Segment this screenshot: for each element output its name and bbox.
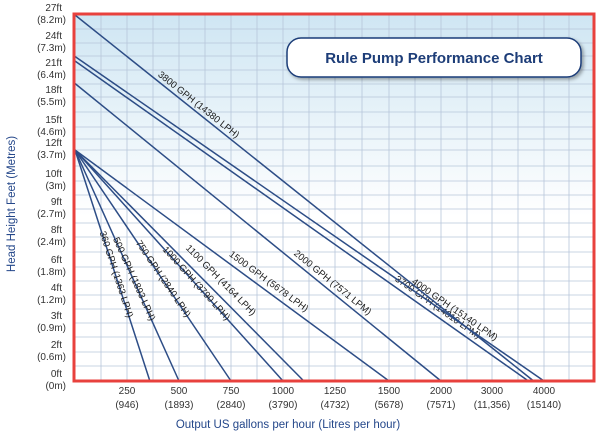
- y-tick-sublabel: (0.6m): [37, 352, 66, 363]
- x-tick-sublabel: (5678): [375, 400, 404, 411]
- plot-frame: [72, 12, 596, 383]
- x-tick-sublabel: (7571): [427, 400, 456, 411]
- x-tick-sublabel: (946): [115, 400, 138, 411]
- y-axis-ticks: 27ft(8.2m) 24ft(7.3m) 21ft(6.4m) 18ft(5.5m)…: [37, 3, 66, 392]
- y-tick-sublabel: (0m): [45, 381, 66, 392]
- y-tick-label: 10ft: [45, 169, 62, 180]
- y-tick-sublabel: (2.7m): [37, 209, 66, 220]
- x-tick-label: 2000: [430, 386, 453, 397]
- y-tick-label: 15ft: [45, 115, 62, 126]
- y-tick-label: 18ft: [45, 85, 62, 96]
- series-line: [74, 149, 305, 382]
- y-tick-label: 27ft: [45, 3, 62, 14]
- y-axis-title: Head Height Feet (Metres): [6, 136, 18, 272]
- series-line: [74, 149, 151, 382]
- y-tick-sublabel: (0.9m): [37, 323, 66, 334]
- y-tick-sublabel: (6.4m): [37, 70, 66, 81]
- series-line: [74, 149, 390, 382]
- y-tick-label: 0ft: [51, 369, 62, 380]
- x-tick-label: 1500: [378, 386, 401, 397]
- x-tick-label: 4000: [533, 386, 556, 397]
- series-line: [74, 60, 529, 382]
- x-tick-label: 1000: [272, 386, 295, 397]
- y-tick-sublabel: (3.7m): [37, 150, 66, 161]
- x-tick-sublabel: (11,356): [474, 400, 511, 411]
- x-tick-sublabel: (1893): [165, 400, 194, 411]
- series-line: [74, 55, 545, 382]
- y-tick-label: 3ft: [51, 311, 62, 322]
- series-line: [74, 149, 232, 382]
- y-tick-label: 24ft: [45, 31, 62, 42]
- series-line: [74, 149, 284, 382]
- y-tick-sublabel: (8.2m): [37, 15, 66, 26]
- series-line: [74, 14, 535, 382]
- y-tick-sublabel: (2.4m): [37, 237, 66, 248]
- x-tick-label: 750: [223, 386, 240, 397]
- y-tick-label: 9ft: [51, 197, 62, 208]
- x-tick-label: 500: [171, 386, 188, 397]
- series-line: [74, 149, 180, 382]
- x-tick-label: 3000: [481, 386, 504, 397]
- title-box: Rule Pump Performance Chart: [286, 37, 582, 78]
- y-tick-sublabel: (1.2m): [37, 295, 66, 306]
- y-tick-label: 12ft: [45, 138, 62, 149]
- y-tick-label: 8ft: [51, 225, 62, 236]
- y-tick-sublabel: (5.5m): [37, 97, 66, 108]
- x-tick-sublabel: (4732): [321, 400, 350, 411]
- x-tick-sublabel: (15140): [527, 400, 561, 411]
- series-line: [74, 82, 442, 382]
- x-tick-label: 1250: [324, 386, 347, 397]
- x-tick-label: 250: [119, 386, 136, 397]
- x-axis-ticks: 250 (946) 500 (1893) 750 (2840) 1000 (3790) 1250…: [115, 386, 561, 411]
- y-tick-label: 21ft: [45, 58, 62, 69]
- chart-title: Rule Pump Performance Chart: [325, 50, 543, 67]
- x-axis-title: Output US gallons per hour (Litres per h…: [176, 419, 401, 431]
- x-tick-sublabel: (2840): [217, 400, 246, 411]
- y-tick-sublabel: (4.6m): [37, 127, 66, 138]
- y-tick-label: 6ft: [51, 255, 62, 266]
- y-tick-label: 2ft: [51, 340, 62, 351]
- y-tick-sublabel: (3m): [45, 181, 66, 192]
- x-tick-sublabel: (3790): [269, 400, 298, 411]
- y-tick-sublabel: (7.3m): [37, 43, 66, 54]
- y-tick-label: 4ft: [51, 283, 62, 294]
- y-tick-sublabel: (1.8m): [37, 267, 66, 278]
